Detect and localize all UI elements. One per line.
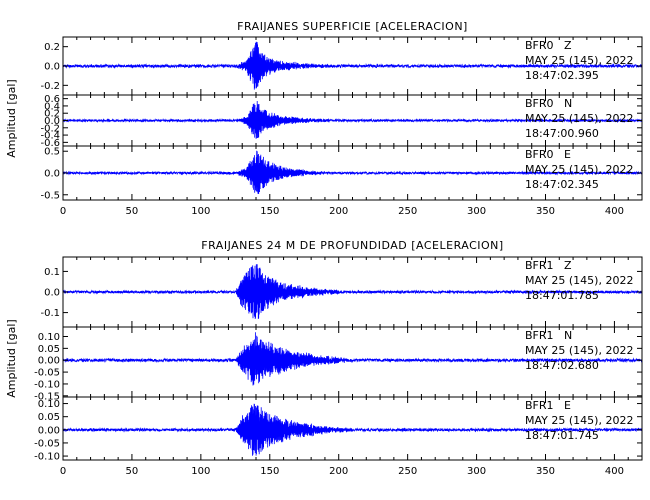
y-tick-label: 0.0 xyxy=(44,116,60,127)
y-tick-label: 0.5 xyxy=(44,147,60,158)
date-label: MAY 25 (145), 2022 xyxy=(525,54,633,67)
trace-bfr1-n xyxy=(63,332,642,386)
station-label: BFR1 Z xyxy=(525,259,572,272)
date-label: MAY 25 (145), 2022 xyxy=(525,112,633,125)
y-tick-label: 0.2 xyxy=(44,109,60,120)
y-tick-label: -0.05 xyxy=(34,368,60,379)
time-label: 18:47:02.395 xyxy=(525,69,599,82)
trace-bfr0-z xyxy=(63,41,642,90)
x-tick-label: 300 xyxy=(467,206,486,217)
x-tick-label: 150 xyxy=(260,466,279,477)
station-label: BFR1 N xyxy=(525,329,572,342)
trace-bfr1-z xyxy=(63,264,642,320)
time-label: 18:47:01.785 xyxy=(525,289,599,302)
x-tick-label: 200 xyxy=(329,206,348,217)
date-label: MAY 25 (145), 2022 xyxy=(525,414,633,427)
y-tick-label: 0.0 xyxy=(44,288,60,299)
y-tick-label: -0.10 xyxy=(34,379,60,390)
x-tick-label: 350 xyxy=(536,206,555,217)
date-label: MAY 25 (145), 2022 xyxy=(525,274,633,287)
y-tick-label: 0.00 xyxy=(38,425,60,436)
y-tick-label: 0.1 xyxy=(44,267,60,278)
x-tick-label: 350 xyxy=(536,466,555,477)
y-tick-label: -0.10 xyxy=(34,452,60,463)
y-tick-label: -0.1 xyxy=(40,308,60,319)
time-label: 18:47:02.680 xyxy=(525,359,599,372)
time-label: 18:47:02.345 xyxy=(525,178,599,191)
y-tick-label: 0.00 xyxy=(38,356,60,367)
time-label: 18:47:00.960 xyxy=(525,127,599,140)
y-tick-label: 0.0 xyxy=(44,62,60,73)
panel-title: FRAIJANES SUPERFICIE [ACELERACION] xyxy=(237,20,468,33)
trace-bfr0-e xyxy=(63,150,642,195)
y-tick-label: -0.2 xyxy=(40,123,60,134)
x-tick-label: 200 xyxy=(329,466,348,477)
y-tick-label: 0.10 xyxy=(38,332,60,343)
y-tick-label: 0.4 xyxy=(44,101,60,112)
station-label: BFR1 E xyxy=(525,399,571,412)
y-tick-label: -0.4 xyxy=(40,131,60,142)
time-label: 18:47:01.745 xyxy=(525,429,599,442)
y-tick-label: 0.0 xyxy=(44,169,60,180)
panel-title: FRAIJANES 24 M DE PROFUNDIDAD [ACELERACI… xyxy=(201,239,503,252)
y-tick-label: -0.2 xyxy=(40,81,60,92)
y-tick-label: -0.5 xyxy=(40,190,60,201)
x-tick-label: 250 xyxy=(398,206,417,217)
station-label: BFR0 E xyxy=(525,148,571,161)
x-tick-label: 250 xyxy=(398,466,417,477)
station-label: BFR0 N xyxy=(525,97,572,110)
x-tick-label: 400 xyxy=(605,466,624,477)
x-tick-label: 400 xyxy=(605,206,624,217)
x-tick-label: 300 xyxy=(467,466,486,477)
y-tick-label: 0.05 xyxy=(38,412,60,423)
trace-bfr1-e xyxy=(63,403,642,456)
y-tick-label: -0.6 xyxy=(40,138,60,149)
y-tick-label: -0.15 xyxy=(34,391,60,402)
date-label: MAY 25 (145), 2022 xyxy=(525,163,633,176)
x-tick-label: 0 xyxy=(60,206,66,217)
x-tick-label: 50 xyxy=(126,466,139,477)
y-axis-label: Amplitud [gal] xyxy=(5,79,18,157)
x-tick-label: 0 xyxy=(60,466,66,477)
y-tick-label: 0.2 xyxy=(44,42,60,53)
station-label: BFR0 Z xyxy=(525,39,572,52)
date-label: MAY 25 (145), 2022 xyxy=(525,344,633,357)
y-tick-label: 0.05 xyxy=(38,344,60,355)
y-axis-label: Amplitud [gal] xyxy=(5,319,18,397)
trace-bfr0-n xyxy=(63,100,642,139)
y-tick-label: 0.10 xyxy=(38,399,60,410)
x-tick-label: 150 xyxy=(260,206,279,217)
x-tick-label: 100 xyxy=(191,466,210,477)
x-tick-label: 100 xyxy=(191,206,210,217)
y-tick-label: -0.05 xyxy=(34,438,60,449)
x-tick-label: 50 xyxy=(126,206,139,217)
y-tick-label: 0.6 xyxy=(44,94,60,105)
